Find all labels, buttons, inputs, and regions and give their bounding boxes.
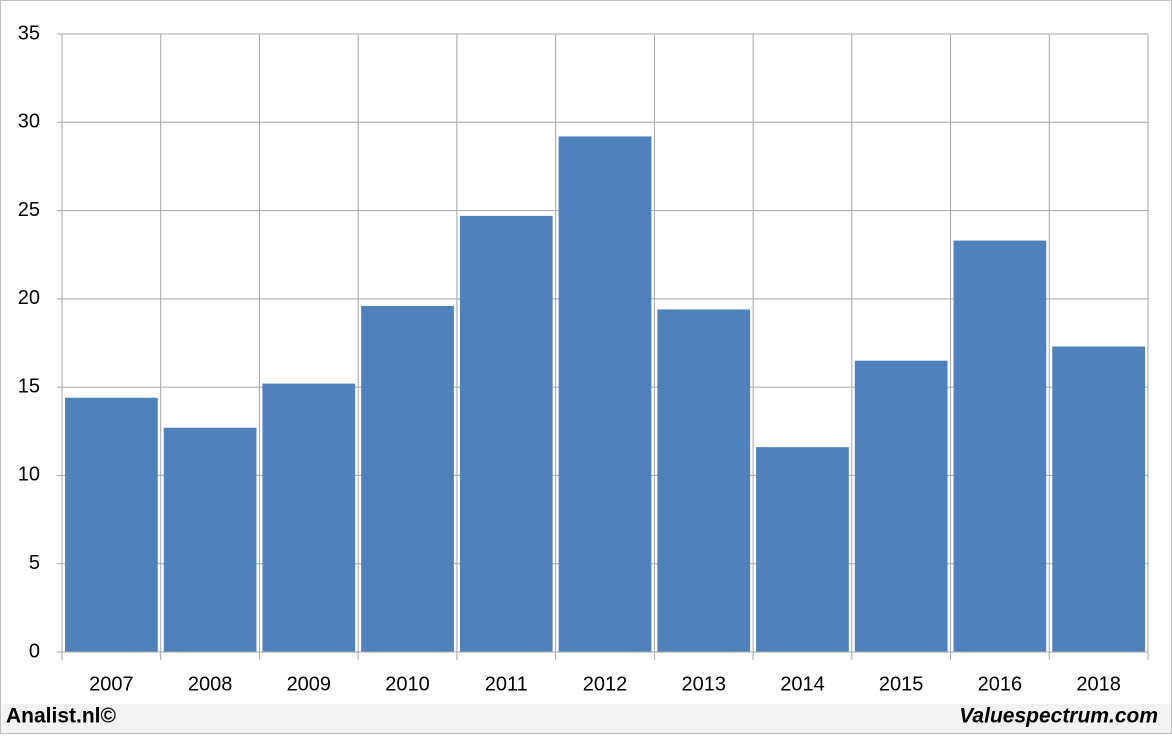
x-tick-label: 2009 [287, 673, 332, 695]
bar [459, 215, 553, 652]
credit-label: Valuespectrum.com [959, 705, 1158, 728]
bar [65, 397, 158, 652]
x-tick-label: 2012 [583, 673, 628, 695]
bar [854, 360, 948, 652]
bar [756, 447, 849, 652]
x-tick-label: 2013 [681, 673, 726, 695]
footer-band [1, 704, 1171, 733]
x-tick-label: 2011 [485, 673, 528, 695]
bar [657, 309, 751, 652]
x-tick-label: 2010 [385, 673, 430, 695]
bar [1052, 346, 1145, 652]
bar [361, 305, 454, 652]
y-tick-label: 10 [18, 464, 40, 486]
x-tick-label: 2007 [89, 673, 134, 695]
x-tick-label: 2015 [879, 673, 924, 695]
y-tick-label: 25 [18, 199, 40, 221]
x-tick-label: 2008 [188, 673, 233, 695]
y-tick-label: 15 [18, 375, 40, 397]
bar [163, 427, 257, 652]
x-tick-label: 2018 [1076, 673, 1121, 695]
x-tick-label: 2014 [780, 673, 825, 695]
y-tick-label: 0 [29, 640, 40, 662]
source-label: Analist.nl© [6, 705, 117, 728]
y-tick-label: 5 [29, 552, 40, 574]
bar [953, 240, 1047, 653]
bar [262, 383, 356, 652]
bar [558, 136, 652, 652]
y-tick-label: 30 [18, 111, 40, 133]
x-tick-label: 2016 [978, 673, 1023, 695]
y-tick-label: 35 [18, 22, 40, 44]
y-tick-label: 20 [18, 287, 40, 309]
